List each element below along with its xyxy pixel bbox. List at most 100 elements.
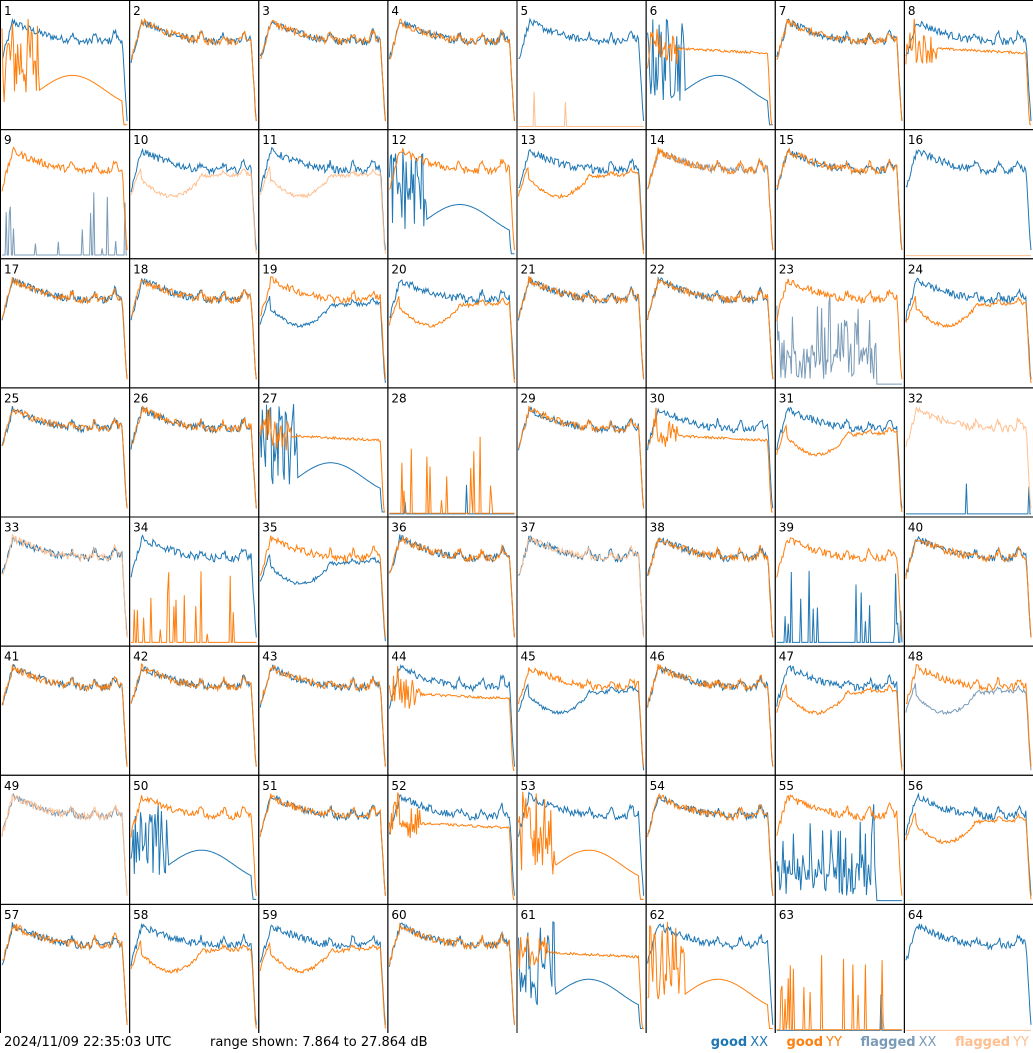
footer-bar: 2024/11/09 22:35:03 UTC range shown: 7.8…: [0, 1033, 1033, 1053]
trace-yy-good: [1, 664, 128, 767]
panel-frame: [516, 387, 647, 518]
panel-frame: [516, 258, 647, 389]
panel-37: 37: [516, 516, 647, 647]
trace-xx-good: [905, 277, 1032, 380]
panel-38: 38: [645, 516, 776, 647]
panel-56: 56: [903, 774, 1033, 905]
panel-frame: [774, 516, 905, 647]
trace-xx-good: [388, 794, 515, 896]
panel-frame: [129, 516, 260, 647]
panel-frame: [903, 0, 1033, 131]
panel-frame: [129, 774, 260, 905]
panel-39: 39: [774, 516, 905, 647]
trace-yy-flagged: [905, 406, 1032, 509]
panel-label: 12: [391, 133, 406, 147]
trace-yy-good: [388, 666, 515, 771]
panel-label: 64: [908, 908, 923, 922]
trace-yy-good: [260, 664, 386, 767]
trace-yy-good: [647, 921, 773, 1029]
panel-frame: [387, 774, 518, 905]
panel-label: 35: [262, 521, 277, 535]
panel-20: 20: [387, 258, 518, 389]
trace-yy-good: [518, 405, 645, 509]
trace-xx-good: [518, 683, 645, 771]
trace-xx-good: [647, 665, 774, 767]
panel-frame: [387, 903, 518, 1033]
legend-flagged-xx: flagged XX: [860, 1035, 937, 1050]
trace-xx-good: [776, 994, 902, 1031]
trace-xx-flagged: [2, 192, 128, 256]
panel-frame: [0, 903, 131, 1033]
panel-43: 43: [258, 645, 389, 776]
legend-good-xx: good XX: [710, 1035, 769, 1050]
trace-yy-good: [647, 663, 774, 767]
panel-frame: [516, 645, 647, 776]
trace-yy-good: [388, 792, 515, 900]
panel-3: 3: [258, 0, 389, 131]
panel-frame: [387, 516, 518, 647]
trace-xx-good: [518, 17, 645, 122]
panel-frame: [129, 258, 260, 389]
panel-label: 17: [4, 262, 19, 276]
panel-label: 52: [391, 779, 406, 793]
trace-yy-good: [131, 571, 257, 643]
trace-yy-good: [905, 295, 1032, 383]
panel-label: 53: [521, 779, 536, 793]
panel-frame: [258, 258, 389, 389]
panel-label: 45: [521, 650, 536, 664]
panel-51: 51: [258, 774, 389, 905]
panel-label: 21: [521, 262, 536, 276]
panel-label: 55: [779, 779, 794, 793]
trace-xx-good: [130, 405, 257, 509]
panel-frame: [129, 0, 260, 131]
panel-label: 10: [133, 133, 148, 147]
panel-frame: [129, 645, 260, 776]
trace-xx-flagged: [905, 683, 1032, 771]
panel-label: 62: [650, 908, 665, 922]
panel-9: 9: [0, 129, 131, 260]
panel-label: 23: [779, 262, 794, 276]
trace-xx-good: [776, 406, 903, 509]
panel-label: 54: [650, 779, 665, 793]
panel-label: 51: [262, 779, 277, 793]
panel-frame: [0, 387, 131, 518]
trace-yy-good: [388, 147, 515, 251]
trace-yy-good: [389, 18, 515, 122]
panel-34: 34: [129, 516, 260, 647]
trace-yy-good: [905, 664, 1032, 767]
panel-36: 36: [387, 516, 518, 647]
panel-label: 30: [650, 391, 665, 405]
panel-6: 6: [645, 0, 776, 131]
panel-label: 25: [4, 391, 19, 405]
panel-label: 22: [650, 262, 665, 276]
trace-yy-good: [1, 18, 128, 126]
panel-54: 54: [645, 774, 776, 905]
panel-label: 46: [650, 650, 665, 664]
panel-label: 41: [4, 650, 19, 664]
trace-xx-good: [130, 805, 257, 900]
trace-yy-good: [259, 535, 386, 638]
trace-yy-good: [776, 537, 903, 638]
panel-frame: [903, 258, 1033, 389]
trace-yy-good: [647, 407, 773, 513]
panel-label: 31: [779, 391, 794, 405]
panel-label: 2: [133, 4, 141, 18]
trace-xx-good: [389, 534, 515, 638]
trace-xx-good: [1, 277, 128, 380]
trace-xx-good: [905, 535, 1032, 638]
trace-yy-good: [776, 147, 903, 251]
panel-50: 50: [129, 774, 260, 905]
range-shown: range shown: 7.864 to 27.864 dB: [210, 1035, 428, 1050]
trace-xx-good: [259, 404, 386, 513]
panel-frame: [645, 258, 776, 389]
panel-17: 17: [0, 258, 131, 389]
panel-label: 37: [521, 521, 536, 535]
panel-label: 36: [391, 521, 406, 535]
panel-frame: [645, 387, 776, 518]
trace-yy-good: [130, 662, 257, 767]
panel-13: 13: [516, 129, 647, 260]
trace-xx-good: [389, 484, 515, 515]
trace-xx-good: [130, 18, 257, 122]
trace-yy-good: [1, 408, 128, 509]
panel-15: 15: [774, 129, 905, 260]
